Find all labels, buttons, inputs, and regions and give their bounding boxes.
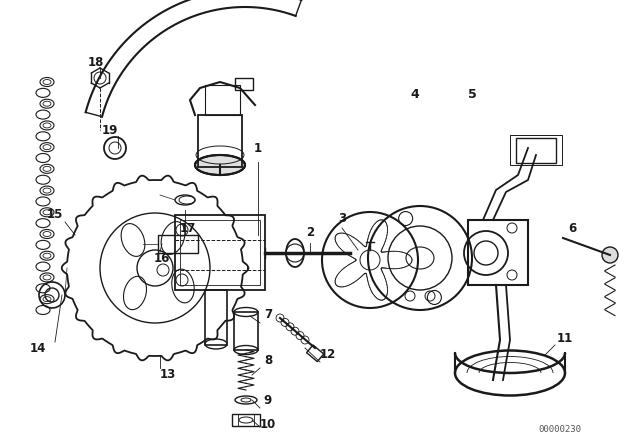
Bar [468, 220, 528, 285]
Text: 14: 14 [30, 341, 46, 354]
Circle shape [602, 247, 618, 263]
Text: 12: 12 [320, 349, 336, 362]
Text: 00000230: 00000230 [538, 426, 582, 435]
Text: 19: 19 [102, 124, 118, 137]
Text: 8: 8 [264, 353, 272, 366]
Text: 2: 2 [306, 227, 314, 240]
Bar [175, 215, 265, 290]
Text: 7: 7 [264, 309, 272, 322]
Text: 6: 6 [568, 221, 576, 234]
Bar [516, 138, 556, 163]
Text: 13: 13 [160, 369, 176, 382]
Bar [232, 414, 260, 426]
Bar [158, 235, 198, 253]
Bar [235, 78, 253, 90]
Text: 11: 11 [557, 332, 573, 345]
Bar [205, 85, 240, 115]
Bar [307, 345, 324, 362]
Bar [198, 115, 242, 167]
Text: 17: 17 [180, 221, 196, 234]
Bar [180, 220, 260, 285]
Text: 10: 10 [260, 418, 276, 431]
Text: 15: 15 [47, 208, 63, 221]
Text: 4: 4 [411, 89, 419, 102]
Text: 9: 9 [264, 393, 272, 406]
Text: 3: 3 [338, 211, 346, 224]
Text: 18: 18 [88, 56, 104, 69]
Ellipse shape [195, 155, 245, 175]
Text: 5: 5 [468, 89, 476, 102]
Bar [205, 290, 227, 345]
Text: 16: 16 [154, 251, 170, 264]
Bar [234, 312, 258, 350]
Text: 1: 1 [254, 142, 262, 155]
Bar [510, 135, 562, 165]
